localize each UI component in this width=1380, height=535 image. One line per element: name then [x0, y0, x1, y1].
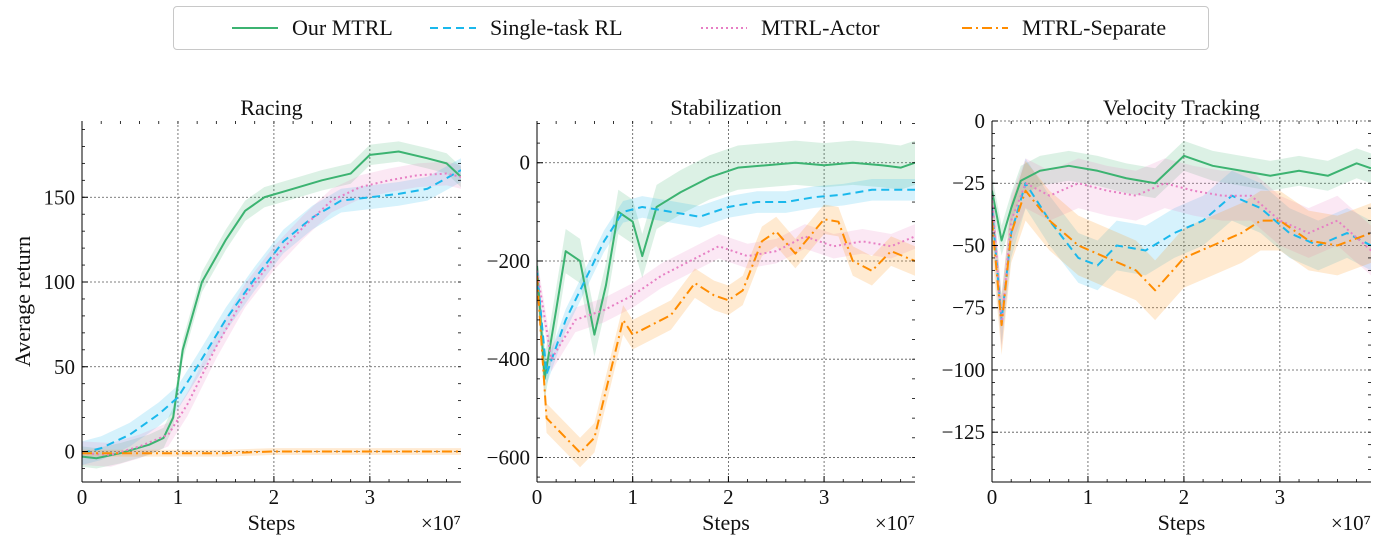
- band-mtrl-separate: [992, 160, 1371, 356]
- y-tick-label: 0: [65, 439, 76, 463]
- legend-swatch-our-mtrl: [232, 27, 278, 29]
- series-line-our-mtrl: [992, 154, 1371, 242]
- x-tick-label: 3: [365, 485, 376, 509]
- y-axis-label: Average return: [10, 236, 35, 367]
- legend-label-mtrl-actor: MTRL-Actor: [761, 15, 880, 40]
- x-tick-label: 0: [77, 485, 88, 509]
- series-line-mtrl-separate: [82, 450, 461, 455]
- y-tick-label: −50: [952, 233, 985, 257]
- series-line-single-task-rl: [82, 169, 461, 455]
- y-tick-label: −25: [952, 171, 985, 195]
- legend: Our MTRL Single-task RL MTRL-Actor MTRL-…: [173, 6, 1209, 50]
- x-multiplier: ×10⁷: [421, 511, 461, 535]
- band-our-mtrl: [537, 140, 915, 401]
- x-tick-label: 1: [173, 485, 184, 509]
- x-axis-label: Steps: [702, 510, 750, 535]
- y-tick-label: 50: [54, 355, 75, 379]
- plot-area: [82, 141, 461, 469]
- y-tick-label: −75: [952, 296, 985, 320]
- y-tick-label: −125: [942, 420, 985, 444]
- plot-area: [537, 140, 915, 468]
- x-tick-label: 0: [532, 485, 543, 509]
- x-tick-label: 0: [987, 485, 998, 509]
- panel-title-racing: Racing: [240, 95, 302, 120]
- x-tick-label: 1: [627, 485, 638, 509]
- y-tick-label: 150: [44, 185, 76, 209]
- series-line-single-task-rl: [537, 188, 915, 375]
- legend-item-our-mtrl: Our MTRL: [232, 7, 393, 49]
- series-line-mtrl-actor: [537, 235, 915, 361]
- series-line-mtrl-separate: [537, 218, 915, 454]
- band-mtrl-separate: [537, 204, 915, 468]
- band-single-task-rl: [537, 178, 915, 385]
- x-multiplier: ×10⁷: [875, 511, 915, 535]
- y-tick-label: −400: [487, 347, 530, 371]
- panel-title-velocity-tracking: Velocity Tracking: [1103, 95, 1260, 120]
- series-line-our-mtrl: [537, 161, 915, 380]
- x-tick-label: 2: [269, 485, 280, 509]
- series-line-single-task-rl: [992, 182, 1371, 322]
- chart-panel-velocity-tracking: 0 1 2 3 0 −25 −50 −75 −100 −125 Velocity Tracking S…: [942, 95, 1371, 535]
- legend-item-single-task-rl: Single-task RL: [430, 7, 623, 49]
- y-tick-label: −600: [487, 445, 530, 469]
- x-tick-label: 1: [1083, 485, 1094, 509]
- y-tick-label: 100: [44, 270, 76, 294]
- legend-item-mtrl-separate: MTRL-Separate: [962, 7, 1166, 49]
- legend-label-our-mtrl: Our MTRL: [292, 15, 393, 40]
- series-line-our-mtrl: [82, 150, 461, 460]
- legend-swatch-single-task-rl: [430, 27, 476, 29]
- x-axis-label: Steps: [1158, 510, 1206, 535]
- legend-label-single-task-rl: Single-task RL: [490, 15, 623, 40]
- series-line-mtrl-separate: [992, 189, 1371, 327]
- y-tick-label: −200: [487, 249, 530, 273]
- legend-swatch-mtrl-separate: [962, 27, 1008, 29]
- x-axis-label: Steps: [248, 510, 296, 535]
- y-tick-label: 0: [975, 109, 986, 133]
- x-tick-label: 2: [1179, 485, 1190, 509]
- legend-item-mtrl-actor: MTRL-Actor: [701, 7, 880, 49]
- x-tick-label: 2: [723, 485, 734, 509]
- series-line-mtrl-actor: [992, 182, 1371, 327]
- panel-title-stabilization: Stabilization: [670, 95, 781, 120]
- series-line-mtrl-actor: [82, 172, 461, 456]
- y-tick-label: −100: [942, 358, 985, 382]
- band-mtrl-actor: [537, 224, 915, 372]
- x-multiplier: ×10⁷: [1331, 511, 1371, 535]
- x-tick-label: 3: [1275, 485, 1286, 509]
- chart-panel-racing: 0 1 2 3 0 50 100 150 Racing Steps ×10⁷ Average retu…: [10, 95, 461, 535]
- plot-area: [992, 140, 1371, 356]
- chart-panel-stabilization: 0 1 2 3 0 −200 −400 −600 Stabilization Steps ×10⁷: [487, 95, 915, 535]
- band-single-task-rl: [992, 158, 1371, 346]
- x-tick-label: 3: [819, 485, 830, 509]
- legend-label-mtrl-separate: MTRL-Separate: [1022, 15, 1167, 40]
- y-tick-label: 0: [520, 151, 531, 175]
- band-mtrl-actor: [992, 158, 1371, 351]
